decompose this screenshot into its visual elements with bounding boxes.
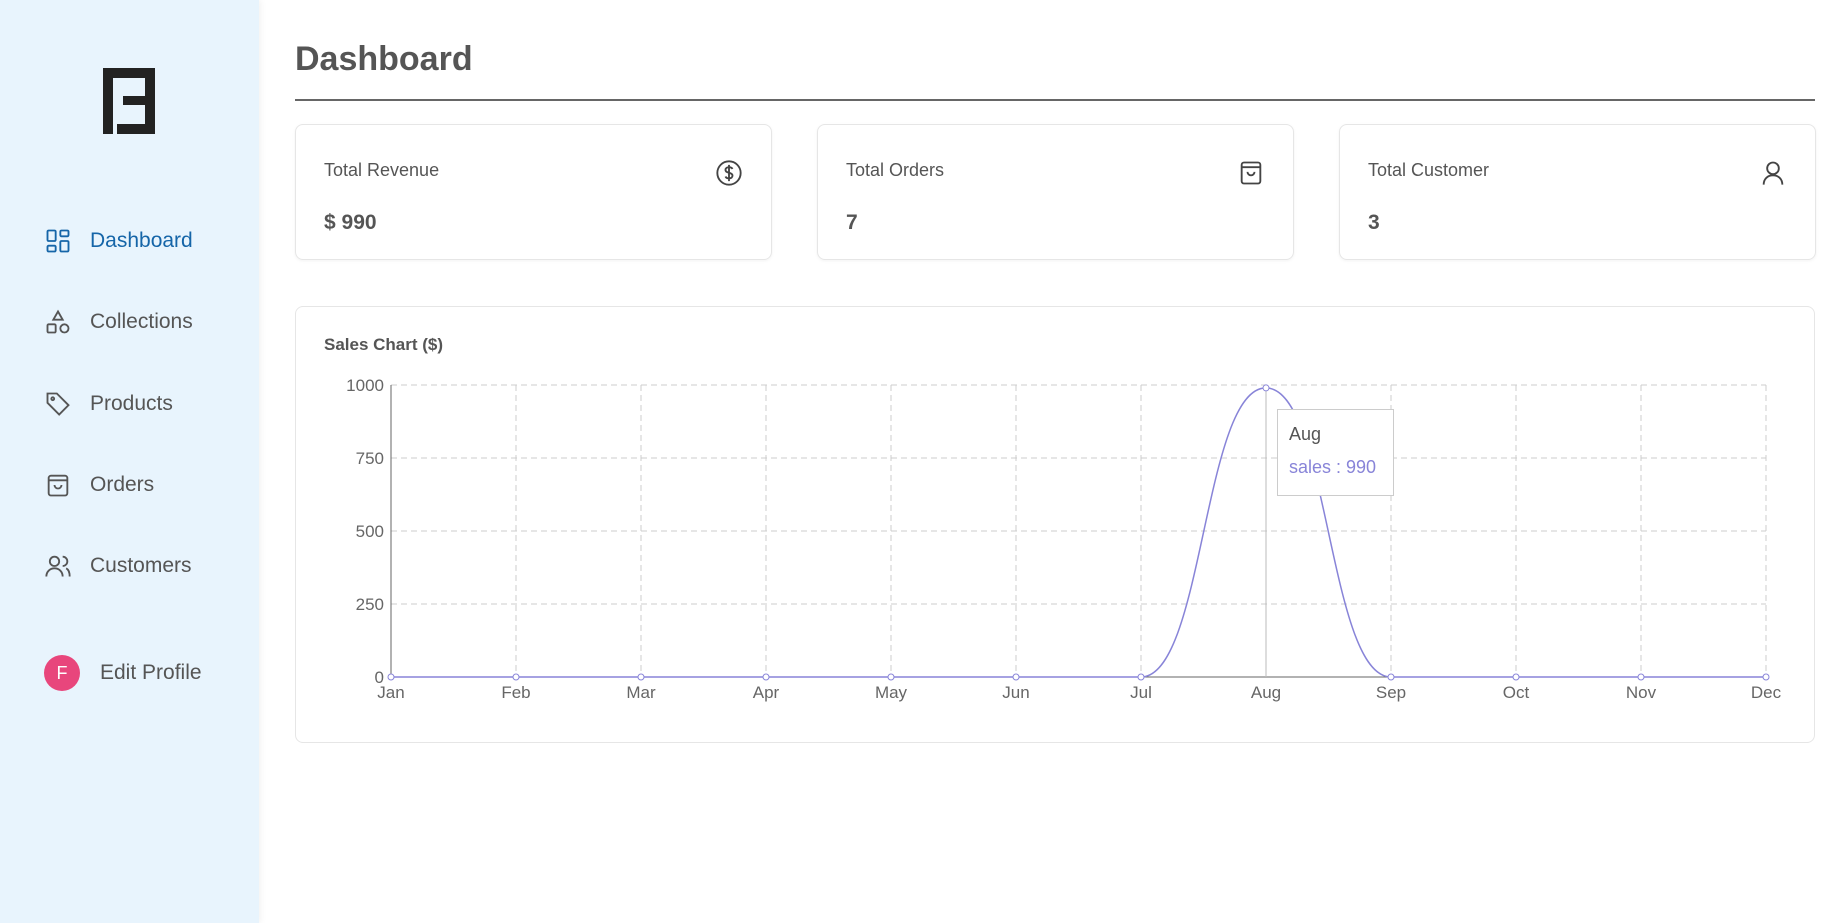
card-label: Total Customer xyxy=(1368,160,1490,180)
x-tick-label: Dec xyxy=(1751,683,1782,702)
tooltip-value: sales : 990 xyxy=(1289,457,1377,477)
shapes-icon xyxy=(46,309,70,334)
sidebar-item-collections[interactable]: Collections xyxy=(44,308,193,336)
user-icon xyxy=(1762,161,1784,185)
x-tick-label: Sep xyxy=(1376,683,1406,702)
logo xyxy=(103,68,155,134)
sales-chart[interactable]: 0 250 500 750 1000 Jan Feb Mar Apr May Jun Jul Aug Se… xyxy=(296,307,1816,744)
data-point xyxy=(1762,673,1770,681)
data-point xyxy=(762,673,770,681)
data-point xyxy=(1512,673,1520,681)
edit-profile-button[interactable]: F Edit Profile xyxy=(44,655,202,691)
x-tick-label: Mar xyxy=(626,683,656,702)
data-point xyxy=(637,673,645,681)
data-point xyxy=(387,673,395,681)
y-tick-label: 0 xyxy=(375,668,384,687)
x-tick-label: May xyxy=(875,683,908,702)
sidebar-item-label: Orders xyxy=(90,473,155,496)
sidebar-item-orders[interactable]: Orders xyxy=(44,471,154,499)
users-icon xyxy=(45,555,71,577)
card-value: $ 990 xyxy=(324,211,377,234)
x-tick-label: Nov xyxy=(1626,683,1657,702)
x-tick-label: Apr xyxy=(753,683,780,702)
x-tick-label: Oct xyxy=(1503,683,1530,702)
sidebar-item-label: Collections xyxy=(90,310,193,333)
x-tick-label: Aug xyxy=(1251,683,1281,702)
chart-title: Sales Chart ($) xyxy=(324,335,444,354)
data-point xyxy=(1137,673,1145,681)
avatar: F xyxy=(44,655,80,691)
tooltip-label: Aug xyxy=(1289,424,1322,444)
total-revenue-card: Total Revenue $ 990 xyxy=(295,124,772,260)
y-tick-label: 250 xyxy=(356,595,384,614)
divider xyxy=(295,99,1815,101)
page-title: Dashboard xyxy=(295,40,473,78)
data-point xyxy=(1387,673,1395,681)
x-tick-label: Jun xyxy=(1002,683,1029,702)
sidebar-item-label: Products xyxy=(90,392,173,415)
edit-profile-label: Edit Profile xyxy=(100,661,202,684)
sidebar-item-dashboard[interactable]: Dashboard xyxy=(44,227,193,255)
sidebar-item-products[interactable]: Products xyxy=(44,390,173,418)
x-tick-label: Jan xyxy=(377,683,404,702)
shopping-bag-icon xyxy=(1240,161,1262,185)
chart-tooltip: Aug sales : 990 xyxy=(1277,409,1394,496)
sales-chart-card: Sales Chart ($) 0 250 500 750 1000 Jan Feb Mar A… xyxy=(295,306,1815,743)
data-point xyxy=(1637,673,1645,681)
sidebar: Dashboard Collections Products Orders Cu… xyxy=(0,0,259,923)
dollar-circle-icon xyxy=(716,160,742,186)
tag-icon xyxy=(46,392,70,416)
y-tick-label: 1000 xyxy=(346,376,384,395)
sales-line xyxy=(390,387,1766,678)
x-tick-label: Jul xyxy=(1130,683,1152,702)
data-point xyxy=(512,673,520,681)
sidebar-item-label: Customers xyxy=(90,554,192,577)
total-orders-card: Total Orders 7 xyxy=(817,124,1294,260)
card-label: Total Orders xyxy=(846,160,945,180)
card-value: 7 xyxy=(846,211,858,234)
shopping-bag-icon xyxy=(47,474,69,497)
y-tick-label: 750 xyxy=(356,449,384,468)
total-customer-card: Total Customer 3 xyxy=(1339,124,1816,260)
card-label: Total Revenue xyxy=(324,160,440,180)
y-tick-label: 500 xyxy=(356,522,384,541)
data-point xyxy=(1012,673,1020,681)
x-tick-label: Feb xyxy=(501,683,530,702)
sidebar-item-label: Dashboard xyxy=(90,229,193,252)
card-value: 3 xyxy=(1368,211,1380,234)
data-point xyxy=(887,673,895,681)
data-point xyxy=(1262,384,1270,392)
sidebar-item-customers[interactable]: Customers xyxy=(44,552,192,580)
dashboard-grid-icon xyxy=(46,229,70,253)
